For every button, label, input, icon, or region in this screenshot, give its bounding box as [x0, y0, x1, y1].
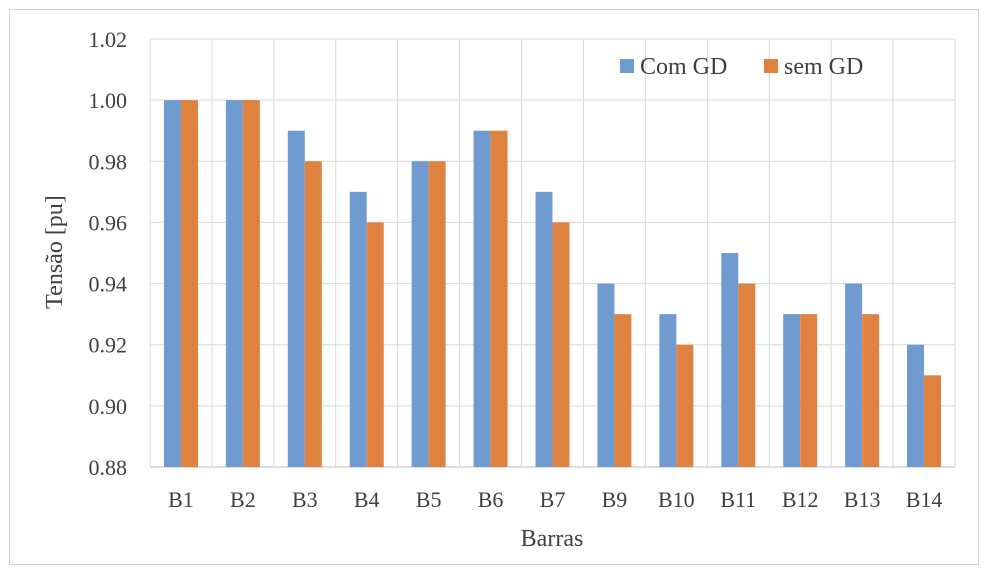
- bar-com-gd-b10: [659, 314, 677, 467]
- bar-com-gd-b13: [845, 283, 863, 467]
- y-tick-label: 0.96: [89, 210, 128, 235]
- bar-sem-gd-b7: [552, 222, 570, 467]
- x-tick-label: B12: [782, 487, 819, 512]
- bar-sem-gd-b2: [242, 100, 260, 468]
- bar-sem-gd-b4: [366, 222, 384, 467]
- y-tick-label: 0.98: [89, 149, 128, 174]
- bar-sem-gd-b11: [738, 283, 756, 467]
- bar-com-gd-b4: [349, 191, 367, 467]
- y-tick-label: 1.02: [89, 27, 128, 52]
- legend-label: sem GD: [784, 54, 863, 80]
- x-tick-label: B1: [168, 487, 194, 512]
- x-axis-title: Barras: [521, 526, 584, 552]
- bar-com-gd-b2: [225, 100, 243, 468]
- x-tick-label: B9: [602, 487, 628, 512]
- y-tick-label: 0.88: [89, 455, 128, 480]
- bar-sem-gd-b1: [180, 100, 198, 468]
- y-tick-label: 1.00: [89, 88, 128, 113]
- bar-sem-gd-b14: [924, 375, 942, 467]
- y-tick-label: 0.90: [89, 394, 128, 419]
- x-tick-label: B3: [292, 487, 318, 512]
- x-tick-label: B11: [720, 487, 756, 512]
- bar-com-gd-b9: [597, 283, 615, 467]
- x-tick-label: B7: [540, 487, 566, 512]
- x-tick-label: B13: [844, 487, 881, 512]
- x-tick-labels: B1 B2 B3 B4 B5 B6 B7 B9 B10 B11 B12 B13 B14: [168, 487, 942, 512]
- legend-label: Com GD: [640, 54, 727, 80]
- y-tick-label: 0.92: [89, 333, 128, 358]
- gridlines: [149, 38, 956, 468]
- bar-com-gd-b14: [907, 344, 925, 467]
- bar-sem-gd-b12: [800, 314, 818, 467]
- y-tick-labels: 0.88 0.90 0.92 0.94 0.96 0.98 1.00 1.02: [89, 27, 128, 480]
- x-tick-label: B5: [416, 487, 442, 512]
- x-tick-label: B14: [906, 487, 943, 512]
- bar-com-gd-b1: [163, 100, 181, 468]
- bar-com-gd-b12: [783, 314, 801, 467]
- bar-com-gd-b7: [535, 191, 553, 467]
- x-tick-label: B10: [658, 487, 695, 512]
- bar-sem-gd-b13: [862, 314, 880, 467]
- legend: Com GD sem GD: [620, 54, 863, 80]
- y-axis-title: Tensão [pu]: [42, 195, 68, 309]
- bar-sem-gd-b9: [614, 314, 632, 467]
- bar-com-gd-b6: [473, 130, 491, 467]
- x-tick-label: B2: [230, 487, 256, 512]
- bar-com-gd-b3: [287, 130, 305, 467]
- x-tick-label: B6: [478, 487, 504, 512]
- bar-sem-gd-b3: [304, 161, 322, 468]
- legend-swatch: [620, 59, 634, 73]
- bar-com-gd-b5: [411, 161, 429, 468]
- y-tick-label: 0.94: [89, 272, 128, 297]
- x-tick-label: B4: [354, 487, 380, 512]
- bar-sem-gd-b5: [428, 161, 446, 468]
- bars: [163, 100, 942, 468]
- legend-swatch: [764, 59, 778, 73]
- bar-sem-gd-b6: [490, 130, 508, 467]
- bar-sem-gd-b10: [676, 344, 694, 467]
- bar-com-gd-b11: [721, 253, 739, 467]
